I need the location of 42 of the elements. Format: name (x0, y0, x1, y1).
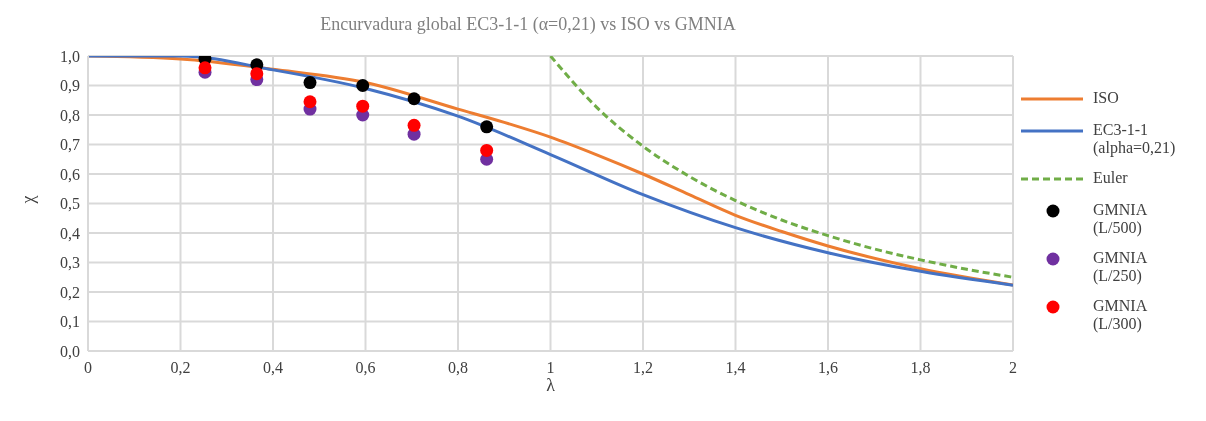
y-tick-label: 0,4 (60, 224, 80, 242)
point (250, 67, 264, 81)
legend-label: ISO (1093, 88, 1120, 107)
x-tick-label: 0,6 (355, 359, 376, 376)
point (198, 61, 212, 75)
point (303, 95, 317, 109)
x-tick-label: 0,4 (263, 359, 283, 376)
x-tick-label: 1,4 (725, 359, 746, 376)
x-tick-label: 0,8 (448, 359, 468, 376)
legend-label: EC3-1-1 (alpha=0,21) (1093, 120, 1177, 157)
point (407, 92, 421, 106)
y-tick-label: 0,2 (60, 283, 80, 301)
point (480, 120, 494, 134)
y-tick-label: 0,7 (60, 136, 80, 154)
point (303, 76, 317, 90)
x-tick-label: 1,2 (633, 359, 653, 376)
x-tick-label: 1,6 (818, 359, 838, 376)
y-tick-label: 0,3 (60, 254, 80, 272)
y-tick-label: 1,0 (60, 47, 80, 65)
x-tick-label: 0,2 (170, 359, 191, 376)
x-tick-label: 0 (84, 359, 92, 376)
y-tick-label: 0,9 (60, 77, 80, 95)
y-tick-label: 0,8 (60, 106, 80, 124)
y-tick-label: 0,0 (60, 342, 80, 360)
point (407, 118, 421, 132)
x-tick-label: 1 (546, 359, 555, 376)
chart-title: Encurvadura global EC3-1-1 (α=0,21) vs ISO vs GMNIA (320, 14, 736, 36)
legend-label: GMNIA (L/500) (1093, 200, 1148, 237)
x-tick-label: 2 (1009, 359, 1017, 376)
legend-label: GMNIA (L/300) (1093, 296, 1148, 333)
y-tick-label: 0,5 (60, 195, 80, 213)
x-tick-label: 1,8 (910, 359, 931, 376)
x-axis-title: λ (546, 375, 556, 395)
legend-label: Euler (1093, 168, 1129, 187)
point (356, 79, 370, 92)
y-tick-label: 0,6 (60, 165, 80, 183)
line-series (549, 56, 1013, 279)
point (480, 143, 494, 157)
point (356, 99, 370, 113)
legend-label: GMNIA (L/250) (1093, 248, 1148, 285)
y-tick-label: 0,1 (60, 313, 80, 331)
y-axis-title: χ (18, 195, 39, 205)
